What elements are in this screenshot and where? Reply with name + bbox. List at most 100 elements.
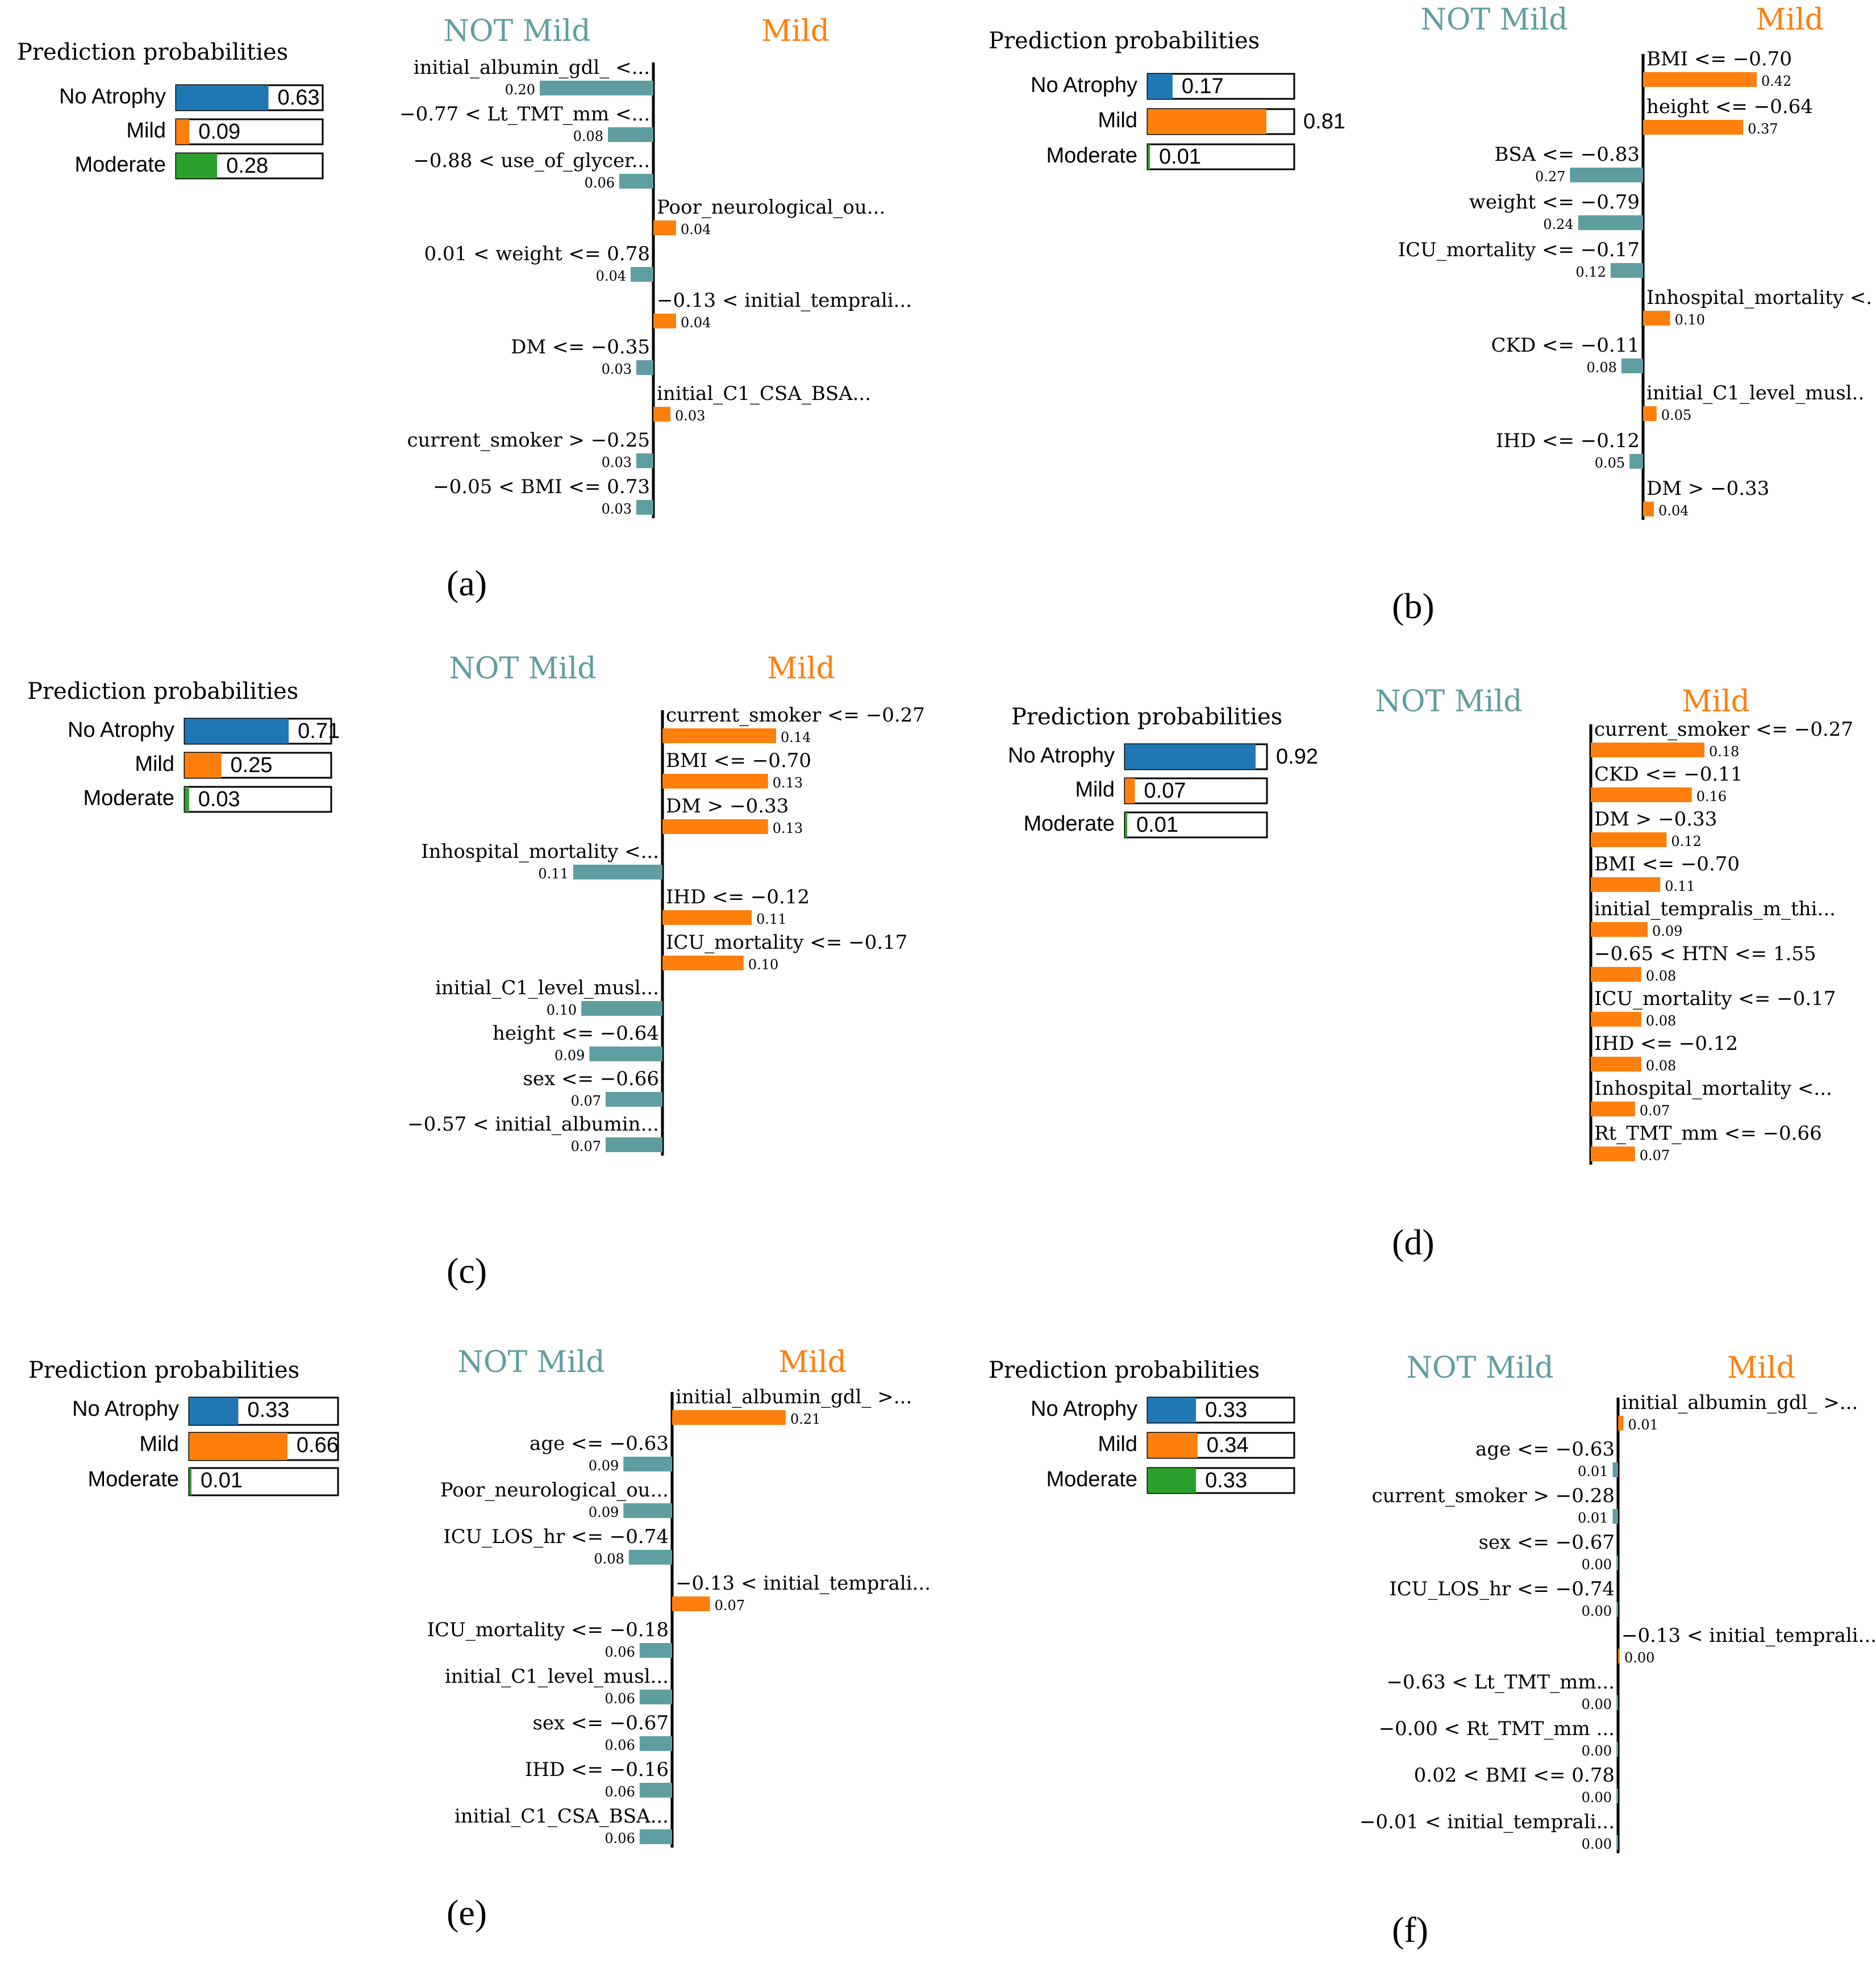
feature-label: −0.05 < BMI <= 0.73 — [433, 476, 650, 498]
feature-label: ICU_mortality <= −0.17 — [666, 931, 907, 954]
feature-weight: 0.09 — [589, 1458, 619, 1474]
negative-class-label: NOT Mild — [1375, 685, 1522, 719]
feature-weight: 0.00 — [1582, 1743, 1612, 1759]
feature-label: initial_tempralis_m_thi... — [1594, 898, 1836, 920]
positive-class-label: Mild — [767, 652, 835, 686]
probability-label: Mild — [1075, 778, 1115, 802]
feature-label: BMI <= −0.70 — [1646, 48, 1792, 70]
probability-value: 0.25 — [231, 753, 273, 777]
positive-class-label: Mild — [1727, 1351, 1795, 1385]
feature-weight: 0.03 — [602, 455, 632, 470]
probability-label: No Atrophy — [72, 1397, 179, 1421]
feature-bar-negative — [639, 1643, 672, 1658]
probability-frame — [1147, 143, 1295, 170]
feature-bar-positive — [653, 220, 676, 235]
probability-value: 0.17 — [1182, 74, 1224, 98]
feature-label: −0.13 < initial_temprali... — [657, 289, 912, 312]
probability-value: 0.66 — [297, 1433, 339, 1457]
feature-label: DM > −0.33 — [1646, 477, 1769, 500]
feature-weight: 0.11 — [538, 866, 568, 882]
feature-bar-negative — [1612, 1462, 1618, 1477]
probability-value: 0.33 — [247, 1398, 289, 1422]
feature-bar-negative — [1570, 168, 1643, 182]
feature-bar-positive — [1618, 1416, 1624, 1431]
probability-label: Moderate — [1023, 812, 1115, 836]
feature-label: current_smoker > −0.28 — [1371, 1485, 1615, 1507]
feature-bar-positive — [1643, 502, 1654, 516]
probability-label: Moderate — [74, 153, 166, 177]
feature-weight: 0.27 — [1535, 169, 1565, 185]
feature-weight: 0.04 — [596, 268, 626, 284]
feature-label: current_smoker <= −0.27 — [1594, 718, 1853, 741]
feature-weight: 0.03 — [602, 501, 632, 517]
feature-label: initial_C1_CSA_BSA... — [657, 382, 871, 405]
feature-bar-positive — [653, 314, 676, 328]
feature-label: Rt_TMT_mm <= −0.66 — [1594, 1122, 1822, 1145]
feature-weight: 0.12 — [1575, 264, 1606, 280]
feature-weight: 0.06 — [605, 1737, 635, 1753]
feature-bar-negative — [639, 1736, 672, 1751]
feature-bar-positive — [1591, 1102, 1635, 1116]
feature-bar-positive — [1591, 1012, 1641, 1027]
feature-bar-positive — [672, 1596, 710, 1611]
negative-class-label: NOT Mild — [1406, 1351, 1553, 1385]
probabilities-title: Prediction probabilities — [17, 39, 288, 65]
feature-label: IHD <= −0.16 — [525, 1758, 669, 1781]
probability-bar — [189, 1468, 191, 1495]
probability-bar — [176, 119, 190, 144]
lime-explanation-c: Prediction probabilities No Atrophy 0.71 Mi… — [27, 652, 925, 1156]
probability-value: 0.01 — [201, 1469, 243, 1492]
feature-bar-positive — [662, 728, 776, 743]
lime-explanation-e: Prediction probabilities No Atrophy 0.33 Mi… — [28, 1345, 931, 1848]
feature-weight: 0.16 — [1696, 789, 1727, 804]
feature-weight: 0.00 — [1582, 1603, 1612, 1619]
probability-label: Mild — [135, 752, 174, 776]
feature-label: IHD <= −0.12 — [1594, 1032, 1738, 1055]
feature-bar-negative — [608, 127, 653, 142]
lime-explanation-b: Prediction probabilities No Atrophy 0.17 Mi… — [989, 3, 1872, 520]
feature-label: BMI <= −0.70 — [666, 749, 811, 772]
feature-label: initial_albumin_gdl_ >... — [676, 1386, 912, 1408]
feature-weight: 0.06 — [605, 1691, 635, 1707]
probability-bar — [185, 753, 222, 778]
probability-value: 0.28 — [226, 154, 268, 178]
probability-value: 0.33 — [1205, 1398, 1247, 1422]
feature-bar-positive — [1591, 922, 1648, 937]
feature-weight: 0.00 — [1582, 1696, 1612, 1712]
feature-bar-negative — [631, 267, 653, 282]
probability-bar — [1148, 144, 1150, 169]
probability-value: 0.03 — [198, 787, 240, 811]
feature-weight: 0.07 — [715, 1598, 745, 1613]
lime-explanation-d: Prediction probabilities No Atrophy 0.92 Mi… — [1008, 685, 1853, 1165]
feature-label: −0.00 < Rt_TMT_mm ... — [1379, 1717, 1615, 1740]
feature-label: CKD <= −0.11 — [1491, 334, 1640, 357]
panel-b: Prediction probabilities No Atrophy 0.17 Mi… — [966, 0, 1876, 642]
feature-label: weight <= −0.79 — [1469, 191, 1640, 214]
feature-weight: 0.13 — [773, 775, 803, 791]
feature-weight: 0.00 — [1582, 1790, 1612, 1806]
feature-bar-positive — [1591, 877, 1661, 892]
panel-c: Prediction probabilities No Atrophy 0.71 Mi… — [0, 642, 966, 1307]
feature-bar-negative — [1616, 1602, 1618, 1617]
feature-label: initial_albumin_gdl_ <... — [414, 56, 650, 79]
feature-weight: 0.11 — [1665, 878, 1695, 894]
panel-label-a: (a) — [447, 563, 487, 603]
feature-weight: 0.05 — [1661, 407, 1691, 423]
feature-bar-negative — [1616, 1695, 1618, 1710]
probability-value: 0.09 — [198, 120, 240, 144]
probabilities-title: Prediction probabilities — [27, 678, 298, 704]
feature-bar-positive — [1591, 832, 1667, 847]
feature-weight: 0.18 — [1709, 744, 1739, 760]
feature-label: −0.77 < Lt_TMT_mm <... — [399, 103, 650, 126]
feature-label: sex <= −0.67 — [1478, 1531, 1615, 1554]
feature-weight: 0.10 — [748, 957, 778, 973]
panel-label-f: (f) — [1392, 1909, 1428, 1950]
feature-bar-negative — [623, 1503, 672, 1518]
probability-label: Moderate — [1046, 144, 1137, 168]
feature-weight: 0.13 — [773, 820, 803, 836]
feature-bar-negative — [639, 1783, 672, 1798]
feature-weight: 0.00 — [1624, 1650, 1654, 1666]
feature-label: height <= −0.64 — [1646, 95, 1813, 118]
negative-class-label: NOT Mild — [449, 652, 596, 686]
probability-label: No Atrophy — [1008, 744, 1115, 768]
